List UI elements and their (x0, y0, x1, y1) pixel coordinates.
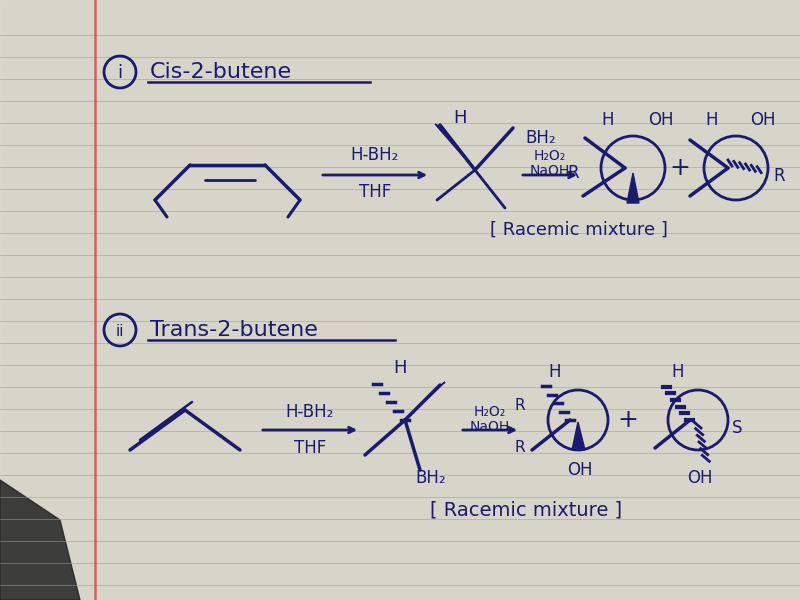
Text: i: i (118, 64, 122, 82)
Text: [ Racemic mixture ]: [ Racemic mixture ] (430, 500, 622, 520)
Text: [ Racemic mixture ]: [ Racemic mixture ] (490, 221, 668, 239)
Text: H: H (549, 363, 562, 381)
Text: R: R (514, 397, 526, 413)
Text: H-BH₂: H-BH₂ (351, 146, 399, 164)
Polygon shape (405, 382, 445, 420)
Text: OH: OH (687, 469, 713, 487)
Text: OH: OH (648, 111, 674, 129)
Text: Trans-2-butene: Trans-2-butene (150, 320, 318, 340)
Text: H: H (706, 111, 718, 129)
Text: H: H (394, 359, 406, 377)
Text: R: R (514, 440, 526, 455)
Text: NaOH: NaOH (530, 164, 570, 178)
Text: R: R (773, 167, 785, 185)
Text: +: + (670, 156, 690, 180)
Text: H-BH₂: H-BH₂ (286, 403, 334, 421)
Text: BH₂: BH₂ (415, 469, 446, 487)
Text: +: + (618, 408, 638, 432)
Text: H: H (602, 111, 614, 129)
Polygon shape (627, 173, 639, 203)
Text: ii: ii (116, 323, 124, 338)
Text: Cis-2-butene: Cis-2-butene (150, 62, 292, 82)
Polygon shape (572, 422, 585, 450)
Text: S: S (732, 419, 742, 437)
Polygon shape (435, 124, 475, 170)
Text: R: R (567, 164, 579, 182)
Text: H: H (672, 363, 684, 381)
Text: NaOH: NaOH (470, 420, 510, 434)
Text: H: H (454, 109, 466, 127)
Text: THF: THF (294, 439, 326, 457)
Text: OH: OH (750, 111, 775, 129)
Text: BH₂: BH₂ (525, 129, 556, 147)
Text: OH: OH (567, 461, 593, 479)
Polygon shape (0, 480, 80, 600)
Text: H₂O₂: H₂O₂ (534, 149, 566, 163)
Text: H₂O₂: H₂O₂ (474, 405, 506, 419)
Text: THF: THF (359, 183, 391, 201)
